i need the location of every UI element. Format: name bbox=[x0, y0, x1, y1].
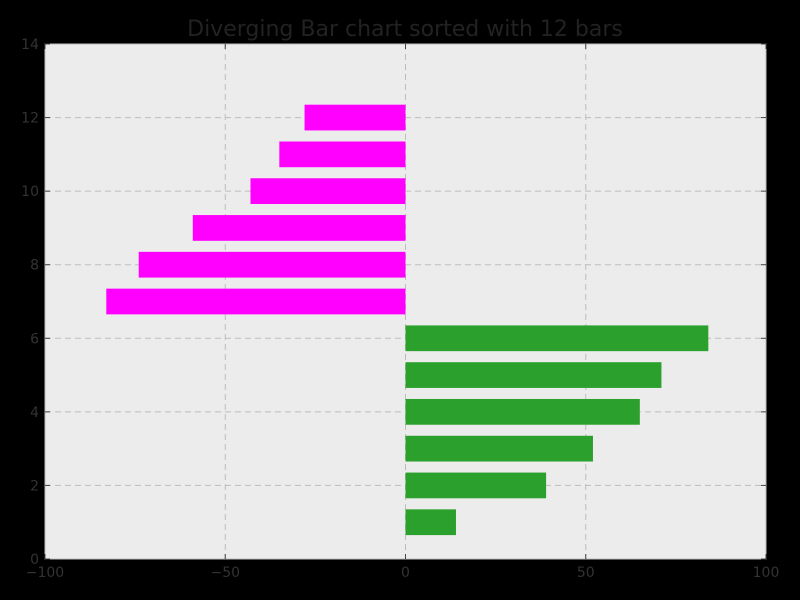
bar-9 bbox=[192, 215, 406, 241]
bar-7 bbox=[106, 288, 406, 315]
y-tick-label-7: 14 bbox=[21, 37, 39, 53]
y-tick-label-4: 8 bbox=[30, 258, 39, 274]
y-tick-label-1: 2 bbox=[30, 478, 39, 494]
bar-5 bbox=[405, 362, 662, 388]
x-tick-label-1: −50 bbox=[210, 565, 240, 581]
bar-1 bbox=[405, 509, 456, 536]
y-tick-label-6: 12 bbox=[21, 111, 39, 127]
bar-8 bbox=[138, 251, 406, 278]
x-tick-label-0: −100 bbox=[26, 565, 64, 581]
y-tick-label-3: 6 bbox=[30, 331, 39, 347]
x-tick-label-4: 100 bbox=[753, 565, 780, 581]
bar-6 bbox=[405, 325, 709, 352]
bar-10 bbox=[250, 178, 406, 205]
y-tick-label-2: 4 bbox=[30, 405, 39, 421]
bar-11 bbox=[279, 141, 406, 168]
bar-12 bbox=[304, 104, 406, 131]
x-tick-label-3: 50 bbox=[577, 565, 595, 581]
y-tick-label-5: 10 bbox=[21, 184, 39, 200]
bars-group bbox=[106, 104, 709, 536]
y-axis-ticks: 0 2 4 6 8 10 12 14 bbox=[21, 37, 766, 568]
bar-2 bbox=[405, 472, 547, 499]
x-axis-ticks: −100 −50 0 50 100 bbox=[26, 44, 780, 581]
chart-title: Diverging Bar chart sorted with 12 bars bbox=[187, 17, 623, 42]
bar-4 bbox=[405, 398, 640, 425]
bar-3 bbox=[405, 435, 593, 462]
y-tick-label-0: 0 bbox=[30, 552, 39, 568]
x-tick-label-2: 0 bbox=[401, 565, 410, 581]
